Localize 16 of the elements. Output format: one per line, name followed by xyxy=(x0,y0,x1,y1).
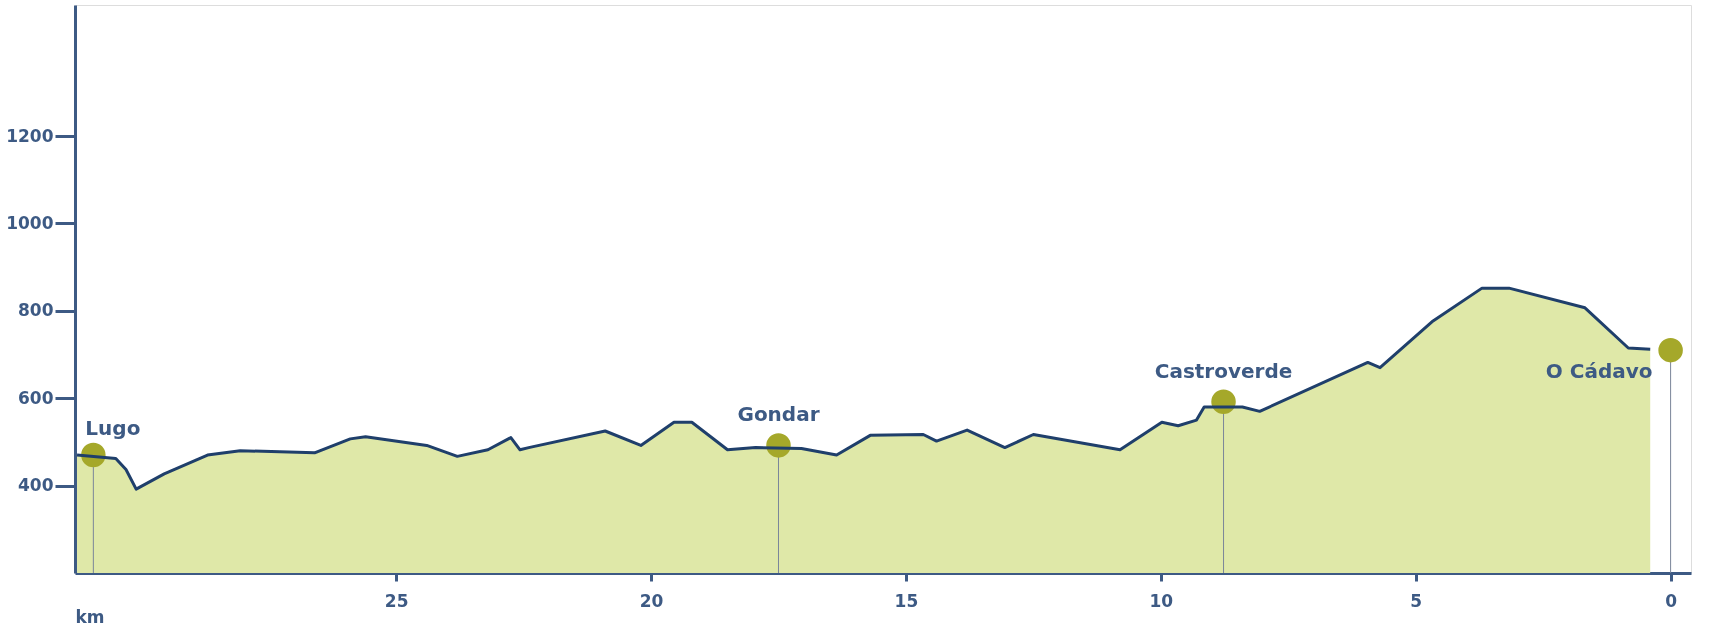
y-tick-label: 600 xyxy=(18,387,54,408)
x-tick-label: 10 xyxy=(1149,590,1174,611)
y-tick-label: 1000 xyxy=(6,212,54,233)
annotation: O Cádavo xyxy=(1545,359,1653,384)
annotation: Lugo xyxy=(85,416,141,441)
x-axis-title: km xyxy=(75,606,105,627)
annotation: Gondar xyxy=(737,402,820,427)
x-tick-label: 25 xyxy=(384,590,409,611)
y-tick-label: 400 xyxy=(18,475,54,496)
x-tick-label: 0 xyxy=(1665,590,1678,611)
y-tick-label: 1200 xyxy=(6,125,54,146)
x-tick-label: 5 xyxy=(1410,590,1423,611)
annotation: Castroverde xyxy=(1154,358,1293,383)
y-tick-label: 800 xyxy=(18,300,54,321)
x-tick-label: 15 xyxy=(894,590,919,611)
x-tick-label: 20 xyxy=(639,590,664,611)
